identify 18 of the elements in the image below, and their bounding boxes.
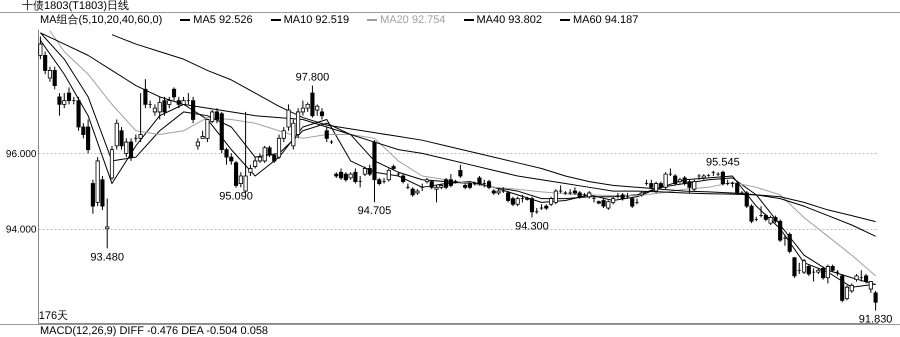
y-tick-label: 94.000 — [6, 224, 37, 236]
y-tick-label: 96.000 — [6, 148, 37, 160]
annotation: 91.830 — [858, 314, 892, 326]
chart-title: 十债1803(T1803)日线 — [21, 0, 130, 12]
annotation: 94.705 — [358, 205, 392, 218]
legend-label: MA10 92.519 — [284, 14, 350, 26]
annotation: 97.800 — [296, 72, 330, 84]
annotation: 95.090 — [219, 190, 253, 203]
text: MACD(12,26,9) DIFF -0.476 DEA -0.504 0.058 — [0, 324, 900, 337]
annotation: 95.545 — [706, 156, 740, 169]
legend-label: MA5 92.526 — [193, 14, 253, 26]
annotation: 94.300 — [515, 220, 549, 232]
legend-label: MA20 92.754 — [380, 14, 446, 26]
text: MA组合(5,10,20,40,60,0) — [40, 14, 162, 26]
annotation: 93.480 — [90, 251, 124, 264]
annotation: 176天 — [38, 310, 68, 322]
legend-label: MA60 94.187 — [572, 14, 638, 26]
legend-label: MA40 93.802 — [476, 14, 542, 26]
